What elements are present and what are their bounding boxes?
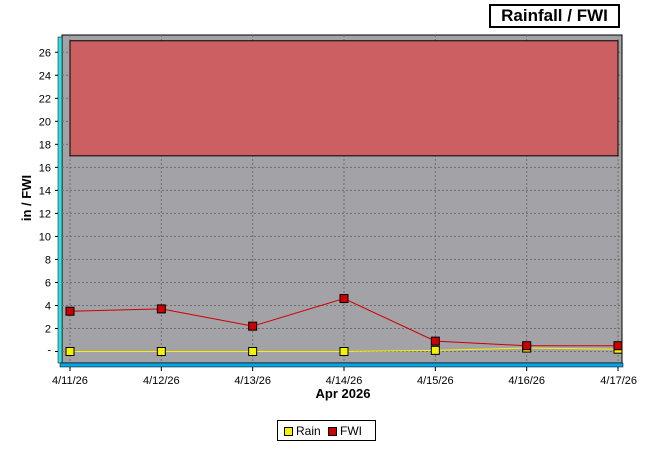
data-point-fwi bbox=[522, 341, 532, 351]
y-tick-label: 14 bbox=[39, 185, 51, 197]
threshold-band bbox=[69, 40, 619, 157]
bottom-axis-rail bbox=[59, 362, 624, 368]
x-tick-label: 4/17/26 bbox=[600, 375, 637, 387]
y-tick-label: 2 bbox=[45, 323, 51, 335]
data-point-rain bbox=[339, 346, 349, 356]
data-point-fwi bbox=[430, 336, 440, 346]
data-point-rain bbox=[65, 346, 75, 356]
data-point-rain bbox=[248, 346, 258, 356]
x-tick-label: 4/12/26 bbox=[143, 375, 180, 387]
data-point-fwi bbox=[339, 294, 349, 304]
data-point-fwi bbox=[248, 321, 258, 331]
y-tick-label: 4 bbox=[45, 300, 51, 312]
y-tick-label: 16 bbox=[39, 162, 51, 174]
legend-label-rain: Rain bbox=[296, 424, 321, 438]
legend-item-rain: Rain bbox=[284, 424, 321, 438]
x-tick-label: 4/16/26 bbox=[508, 375, 545, 387]
x-tick-label: 4/15/26 bbox=[417, 375, 454, 387]
chart-title: Rainfall / FWI bbox=[489, 4, 620, 28]
legend-label-fwi: FWI bbox=[340, 424, 362, 438]
y-tick-label: 10 bbox=[39, 231, 51, 243]
y-tick-label: 12 bbox=[39, 208, 51, 220]
legend-item-fwi: FWI bbox=[328, 424, 362, 438]
y-tick-label: 18 bbox=[39, 139, 51, 151]
left-axis-rail bbox=[57, 36, 63, 364]
data-point-rain bbox=[156, 346, 166, 356]
y-tick-label: 20 bbox=[39, 116, 51, 128]
x-tick-label: 4/13/26 bbox=[234, 375, 271, 387]
y-tick-label: 24 bbox=[39, 70, 51, 82]
data-point-fwi bbox=[156, 304, 166, 314]
data-point-fwi bbox=[65, 306, 75, 316]
legend-swatch-rain bbox=[284, 426, 293, 436]
data-point-rain bbox=[430, 345, 440, 355]
x-axis-title: Apr 2026 bbox=[316, 386, 371, 401]
data-point-fwi bbox=[613, 341, 623, 351]
y-tick-zero: - bbox=[47, 344, 51, 356]
y-tick-label: 6 bbox=[45, 277, 51, 289]
x-tick-label: 4/14/26 bbox=[326, 375, 363, 387]
y-tick-label: 26 bbox=[39, 47, 51, 59]
y-tick-label: 8 bbox=[45, 254, 51, 266]
y-tick-label: 22 bbox=[39, 93, 51, 105]
legend-swatch-fwi bbox=[328, 426, 337, 436]
y-axis-title: in / FWI bbox=[19, 175, 34, 221]
x-tick-label: 4/11/26 bbox=[52, 375, 88, 387]
legend: Rain FWI bbox=[277, 420, 376, 441]
